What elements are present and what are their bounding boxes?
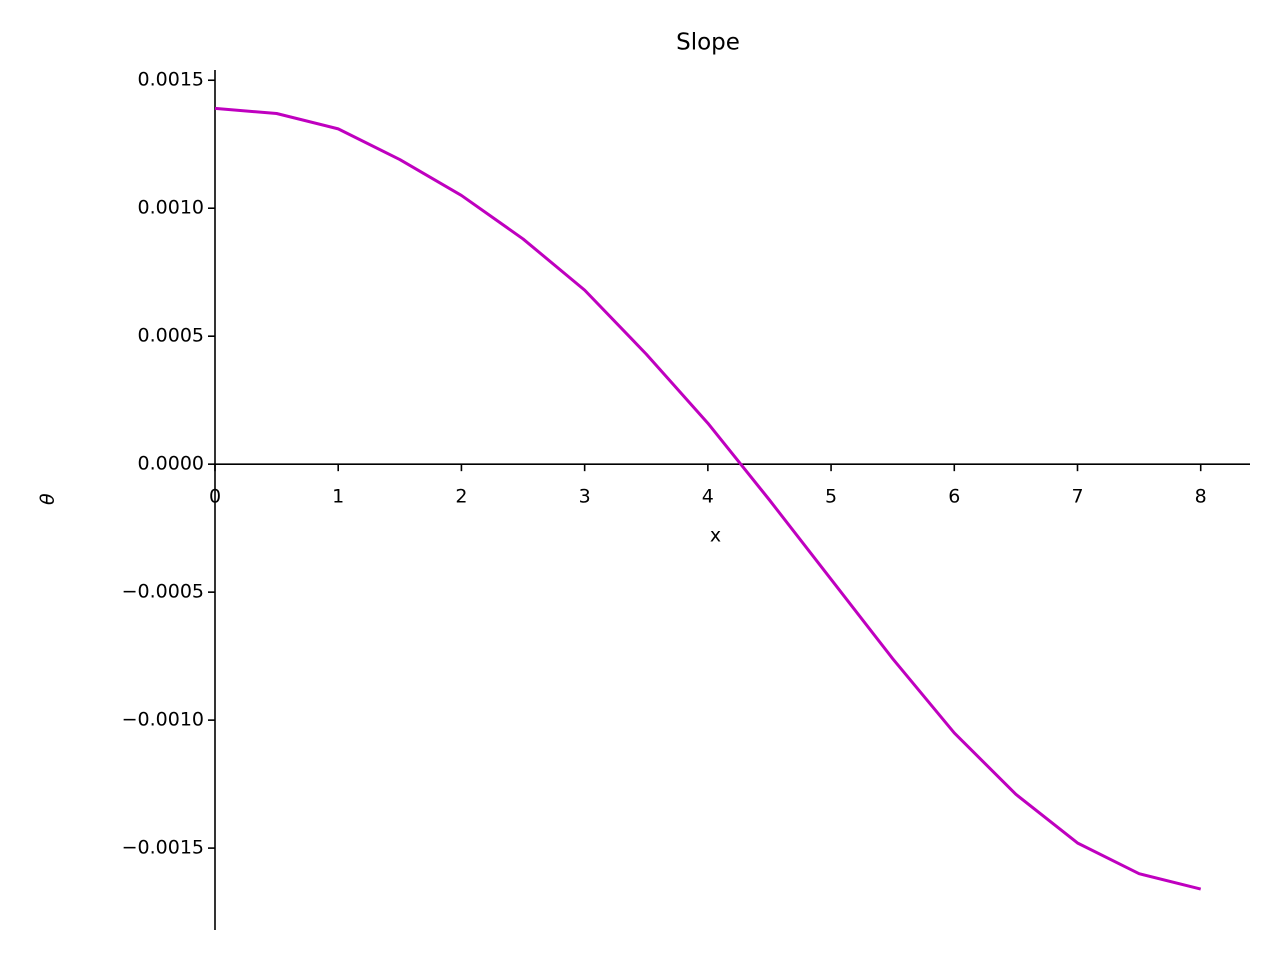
x-axis-label: x [710,525,721,547]
y-tick-label: −0.0015 [122,837,204,859]
y-tick-label: 0.0000 [138,453,204,475]
x-tick-label: 8 [1195,486,1207,508]
data-line [214,106,1202,891]
x-tick-label: 3 [579,486,591,508]
x-tick-label: 4 [702,486,714,508]
x-tick-label: 2 [455,486,467,508]
y-tick-label: 0.0015 [138,69,204,91]
x-tick-label: 1 [332,486,344,508]
x-tick-label: 0 [209,486,221,508]
y-tick-label: 0.0005 [138,325,204,347]
x-tick-label: 7 [1071,486,1083,508]
y-tick-label: −0.0010 [122,709,204,731]
y-axis-label: θ [37,493,59,505]
x-tick-label: 6 [948,486,960,508]
y-tick-label: 0.0010 [138,197,204,219]
y-tick-label: −0.0005 [122,581,204,603]
chart-title: Slope [676,30,740,56]
x-tick-label: 5 [825,486,837,508]
